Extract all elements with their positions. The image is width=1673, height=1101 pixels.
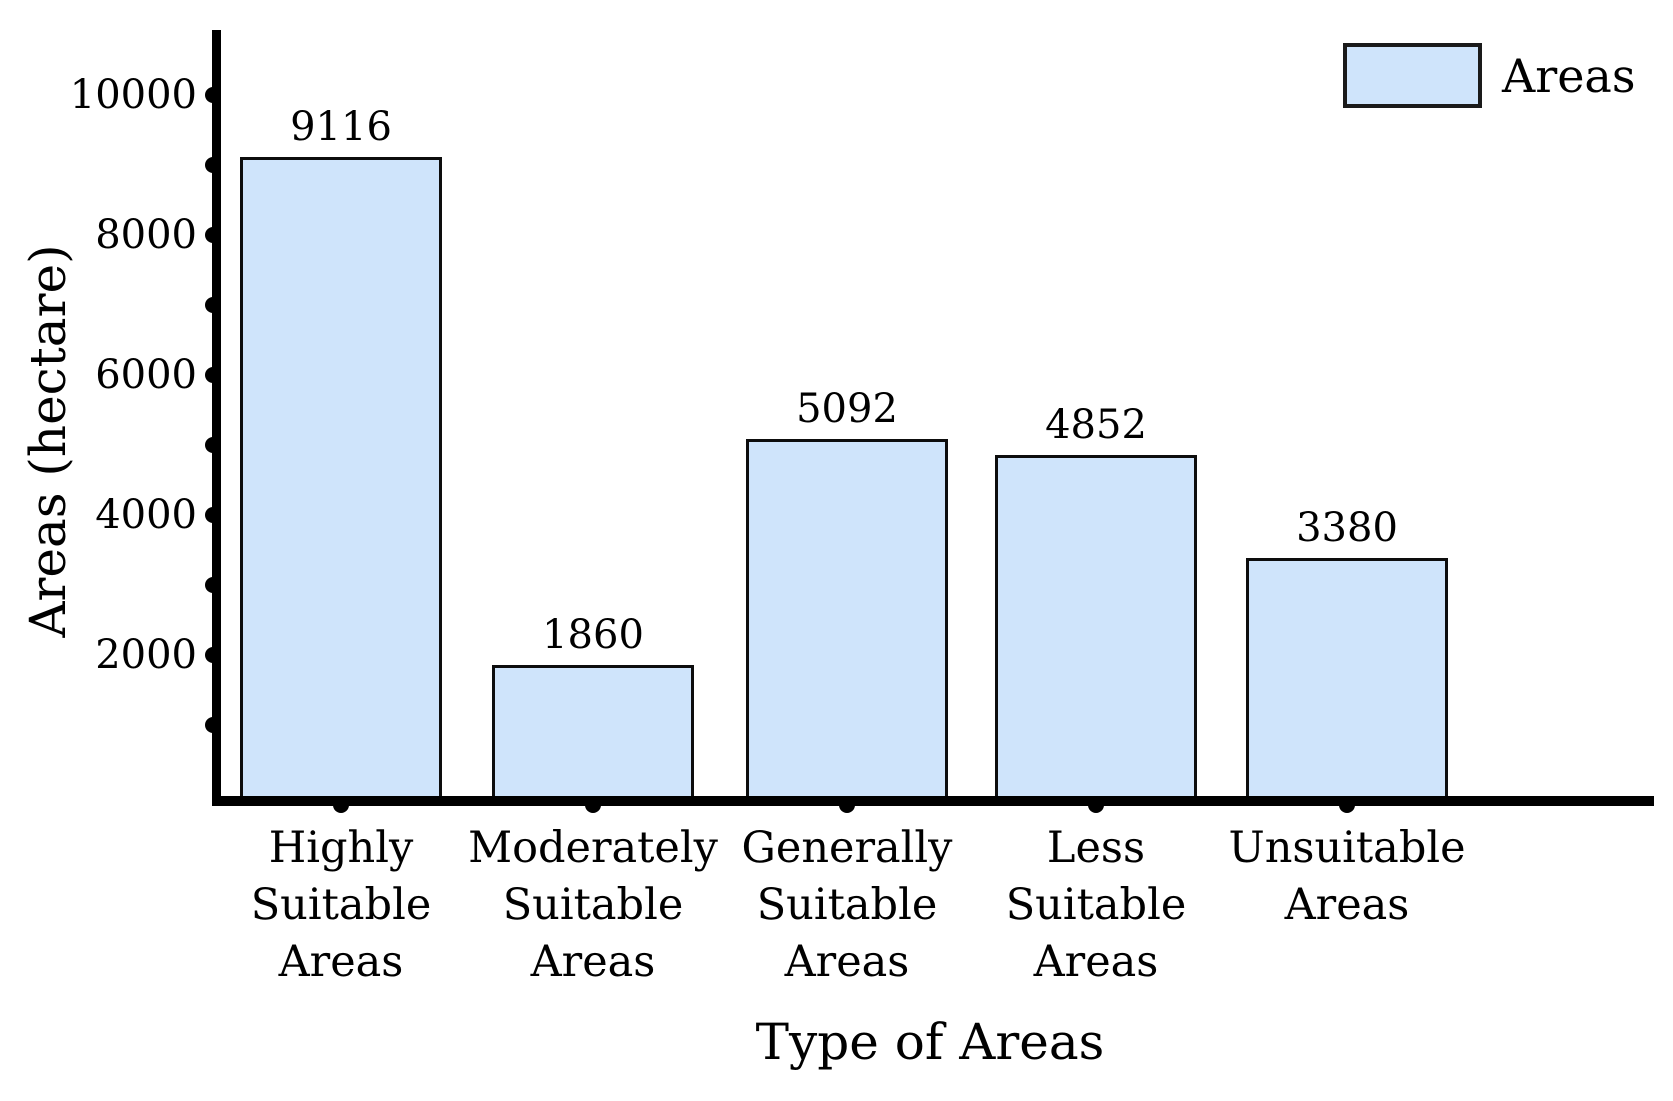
bar-value-label: 4852: [1045, 402, 1147, 449]
bar-value-label: 1860: [542, 611, 644, 658]
x-category-label-line: Suitable: [1005, 880, 1187, 930]
x-category-label: Unsuitable Areas: [1207, 820, 1487, 934]
x-category-label: Moderately Suitable Areas: [453, 820, 733, 991]
x-category-label-line: Areas: [1033, 937, 1159, 987]
bar: [995, 455, 1197, 800]
x-category-label-line: Areas: [530, 937, 656, 987]
x-category-label-line: Areas: [278, 937, 404, 987]
legend-label: Areas: [1502, 49, 1636, 103]
legend-swatch: [1343, 43, 1482, 108]
bar: [746, 438, 948, 800]
bar: [1246, 558, 1448, 800]
x-category-label: Highly Suitable Areas: [201, 820, 481, 991]
x-category-label-line: Generally: [741, 823, 953, 873]
x-axis-title: Type of Areas: [755, 1013, 1105, 1071]
y-tick-label: 8000: [95, 212, 197, 258]
y-tick-label: 6000: [95, 352, 197, 398]
x-category-label-line: Highly: [268, 823, 414, 873]
y-axis-line: [212, 30, 221, 806]
y-tick-label: 4000: [95, 492, 197, 538]
x-category-label-line: Areas: [784, 937, 910, 987]
x-category-label-line: Suitable: [502, 880, 684, 930]
x-category-label-line: Less: [1046, 823, 1146, 873]
x-category-label: Generally Suitable Areas: [707, 820, 987, 991]
bar-value-label: 5092: [796, 385, 898, 432]
x-axis-line: [212, 796, 1654, 806]
y-tick-label: 2000: [95, 632, 197, 678]
x-category-label-line: Areas: [1284, 880, 1410, 930]
x-category-label-line: Moderately: [468, 823, 718, 873]
bar-value-label: 9116: [290, 103, 392, 150]
x-category-label-line: Suitable: [756, 880, 938, 930]
x-category-label-line: Unsuitable: [1228, 823, 1466, 873]
bar: [492, 664, 694, 800]
bar: [240, 156, 442, 800]
y-tick-label: 10000: [69, 72, 197, 118]
bar-value-label: 3380: [1296, 505, 1398, 552]
x-category-label-line: Suitable: [250, 880, 432, 930]
x-category-label: Less Suitable Areas: [956, 820, 1236, 991]
